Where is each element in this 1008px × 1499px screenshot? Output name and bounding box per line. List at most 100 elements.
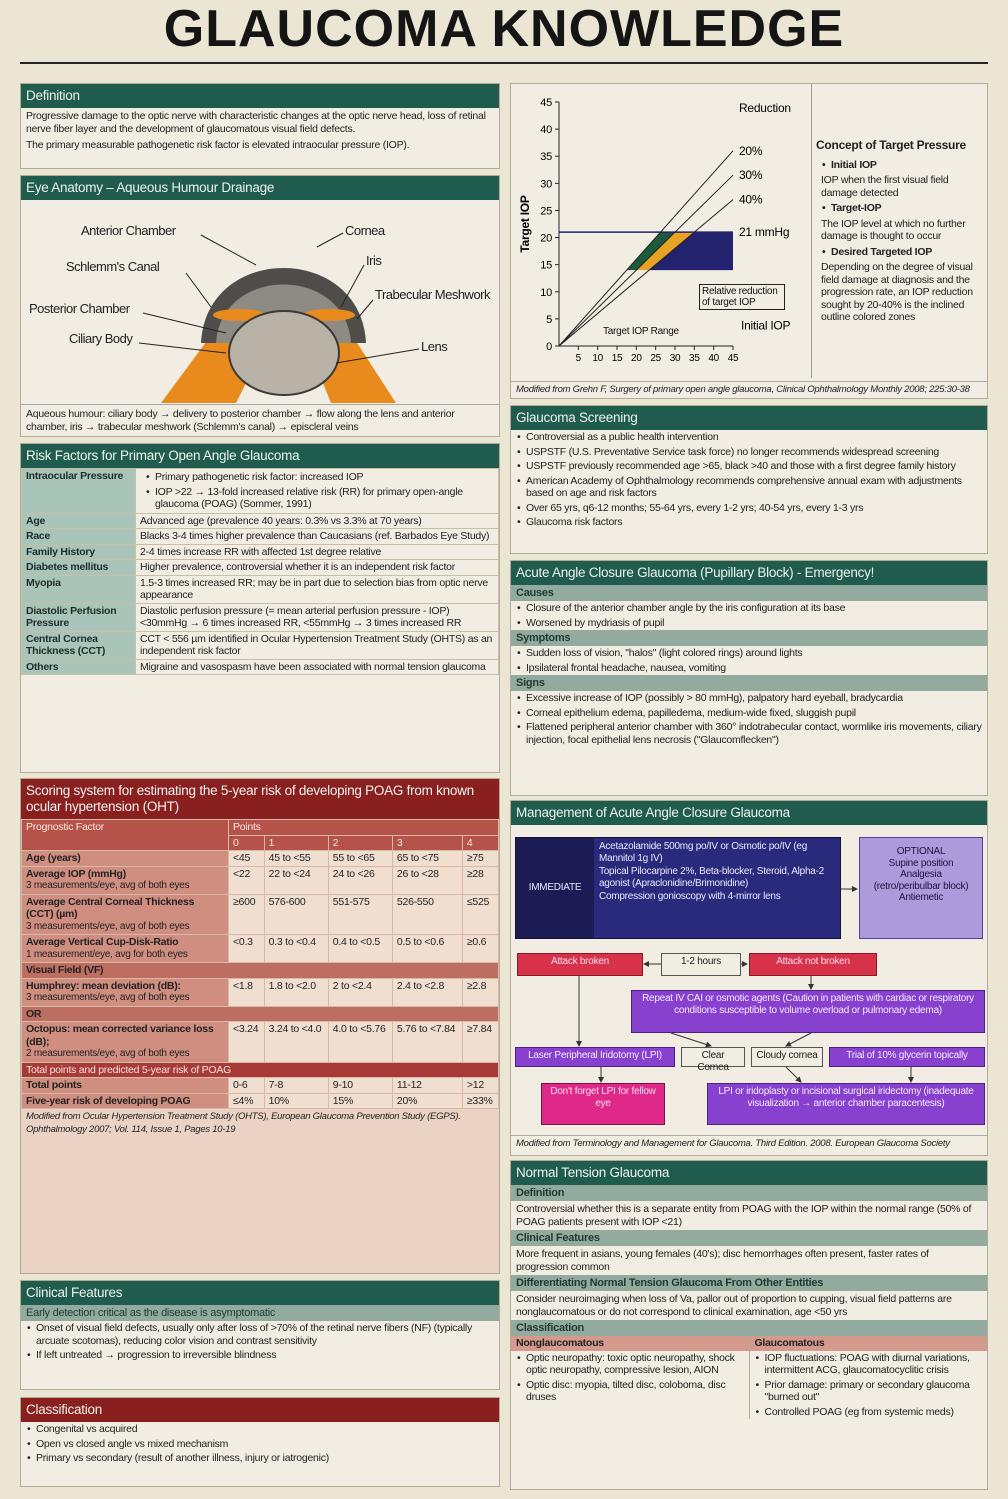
risk-row: Central Cornea Thickness (CCT) CCT < 556 … <box>21 630 499 660</box>
reduction-line <box>558 150 734 347</box>
screening-section: Glaucoma ScreeningControversial as a pub… <box>510 405 988 554</box>
factor-name: Total points <box>26 1079 82 1091</box>
target-range-region <box>626 232 675 271</box>
y-tick-label: 5 <box>546 314 552 326</box>
classification-column: NonglaucomatousOptic neuropathy: toxic o… <box>511 1336 749 1419</box>
factor-note: 1 measurement/eye, avg for both eyes <box>26 948 188 960</box>
x-tick-label: 45 <box>728 353 739 364</box>
risk-row: Myopia 1.5-3 times increased RR; may be i… <box>21 574 499 604</box>
bullet: Glaucoma risk factors <box>511 515 987 530</box>
score-cell: ≥7.84 <box>461 1021 499 1063</box>
score-cell: 0-6 <box>228 1077 265 1094</box>
surgery-box: LPI or iridoplasty or incisional surgica… <box>707 1083 985 1125</box>
risk-row: Diastolic Perfusion Pressure Diastolic pe… <box>21 602 499 632</box>
score-cell: <0.3 <box>228 934 265 963</box>
score-cell: ≥75 <box>461 850 499 867</box>
score-cell: <45 <box>228 850 265 867</box>
risk-description: CCT < 556 µm identified in Ocular Hypert… <box>135 630 499 660</box>
risk-description: Primary pathogenetic risk factor: increa… <box>135 468 499 514</box>
management-source: Modified from Terminology and Management… <box>511 1135 987 1153</box>
glycerin-box: Trial of 10% glycerin topically <box>829 1047 985 1067</box>
section-heading: Eye Anatomy – Aqueous Humour Drainage <box>21 176 499 200</box>
risk-text: CCT < 556 µm identified in Ocular Hypert… <box>140 632 493 658</box>
score-factor: Octopus: mean corrected variance loss (d… <box>21 1021 229 1063</box>
score-cell: 576-600 <box>263 893 329 935</box>
factor-note: 3 measurements/eye, avg of both eyes <box>26 920 190 932</box>
optional-item: Analgesia <box>900 869 942 880</box>
poster-title: GLAUCOMA KNOWLEDGE <box>163 0 845 58</box>
immediate-box: IMMEDIATE Acetazolamide 500mg po/IV or Os… <box>515 837 841 939</box>
immediate-item: Topical Pilocarpine 2%, Beta-blocker, St… <box>599 866 824 889</box>
x-tick-label: 35 <box>689 353 700 364</box>
anatomy-caption: Aqueous humour: ciliary body → delivery … <box>21 404 499 436</box>
points-column: 1 <box>263 834 329 851</box>
score-cell: 9-10 <box>327 1077 393 1094</box>
factor-note: 2 measurements/eye, avg of both eyes <box>26 1048 190 1059</box>
column-heading: Glaucomatous <box>749 1336 987 1351</box>
score-cell: 526-550 <box>391 893 463 935</box>
risk-description: 2-4 times increase RR with affected 1st … <box>135 543 499 560</box>
reduction-label: 20% <box>739 144 763 158</box>
immediate-label: IMMEDIATE <box>516 838 594 938</box>
bullet: Flattened peripheral anterior chamber wi… <box>511 720 987 747</box>
totals-heading-row: Total points and predicted 5-year risk o… <box>21 1061 499 1078</box>
score-cell: 3.24 to <4.0 <box>263 1021 329 1063</box>
risk-description: Higher prevalence, controversial whether… <box>135 559 499 576</box>
bullet: Controlled POAG (eg from systemic meds) <box>750 1405 988 1420</box>
score-row: Average Vertical Cup-Disk-Ratio 1 measure… <box>21 934 499 963</box>
term-text: IOP when the first visual field damage d… <box>821 174 949 199</box>
risk-text: Blacks 3-4 times higher prevalence than … <box>140 530 490 542</box>
score-cell: 55 to <65 <box>327 850 393 867</box>
score-band: Visual Field (VF) <box>21 962 499 979</box>
divider <box>811 84 812 378</box>
y-tick-label: 15 <box>540 260 552 272</box>
immediate-item: Acetazolamide 500mg po/IV or Osmotic po/… <box>599 841 808 864</box>
risk-text: Higher prevalence, controversial whether… <box>140 561 456 573</box>
attack-not-broken: Attack not broken <box>749 953 877 976</box>
x-tick-label: 25 <box>650 353 661 364</box>
factor-name: Average Central Corneal Thickness (CCT) … <box>26 895 195 921</box>
risk-factor: Family History <box>21 543 136 560</box>
target-pressure-notes: Concept of Target Pressure Initial IOPIOP… <box>816 139 984 326</box>
score-cell: 11-12 <box>391 1077 463 1094</box>
x-tick-label: 15 <box>612 353 623 364</box>
risk-factor: Myopia <box>21 574 136 604</box>
bullet: Onset of visual field defects, usually o… <box>21 1321 499 1348</box>
risk-factor: Intraocular Pressure <box>21 468 136 514</box>
score-cell: 2 to <2.4 <box>327 977 393 1007</box>
score-cell: 5.76 to <7.84 <box>391 1021 463 1063</box>
factor-name: Age (years) <box>26 852 81 864</box>
score-cell: ≥33% <box>461 1092 499 1109</box>
reduction-label: 40% <box>739 193 763 207</box>
score-row: Humphrey: mean deviation (dB): 3 measurem… <box>21 977 499 1007</box>
section-heading: Scoring system for estimating the 5-year… <box>21 779 499 819</box>
label-lines <box>138 232 420 364</box>
risk-row: Intraocular Pressure Primary pathogenetic… <box>21 468 499 514</box>
score-cell: 4.0 to <5.76 <box>327 1021 393 1063</box>
section-heading: Clinical Features <box>21 1281 499 1305</box>
optional-title: OPTIONAL <box>896 846 946 857</box>
y-tick-label: 0 <box>546 341 552 353</box>
score-cell: 0.3 to <0.4 <box>263 934 329 963</box>
target-range-region <box>636 232 695 271</box>
score-cell: 22 to <24 <box>263 865 329 895</box>
reduction-title: Reduction <box>739 101 791 115</box>
bullet: If left untreated → progression to irrev… <box>21 1348 499 1363</box>
score-cell: 15% <box>327 1092 393 1109</box>
cloudy-cornea: Cloudy cornea <box>751 1047 823 1067</box>
paragraph: Consider neuroimaging when loss of Va, p… <box>516 1293 952 1318</box>
annotation: Target IOP Range <box>603 326 679 337</box>
score-cell: 1.8 to <2.0 <box>263 977 329 1007</box>
threshold-label: 21 mmHg <box>739 225 789 239</box>
annotation: Relative reduction of target IOP <box>699 284 785 310</box>
factor-name: Five-year risk of developing POAG <box>26 1094 191 1107</box>
risk-factor: Diabetes mellitus <box>21 559 136 576</box>
chart-source: Modified from Grehn F, Surgery of primar… <box>511 380 987 399</box>
risk-description: 1.5-3 times increased RR; may be in part… <box>135 574 499 604</box>
y-tick-label: 35 <box>540 151 552 163</box>
fellow-eye: Don't forget LPI for fellow eye <box>541 1083 665 1125</box>
column-heading: Nonglaucomatous <box>511 1336 749 1351</box>
risk-text: Migraine and vasospasm have been associa… <box>140 660 486 673</box>
bullet: Congenital vs acquired <box>21 1422 499 1437</box>
